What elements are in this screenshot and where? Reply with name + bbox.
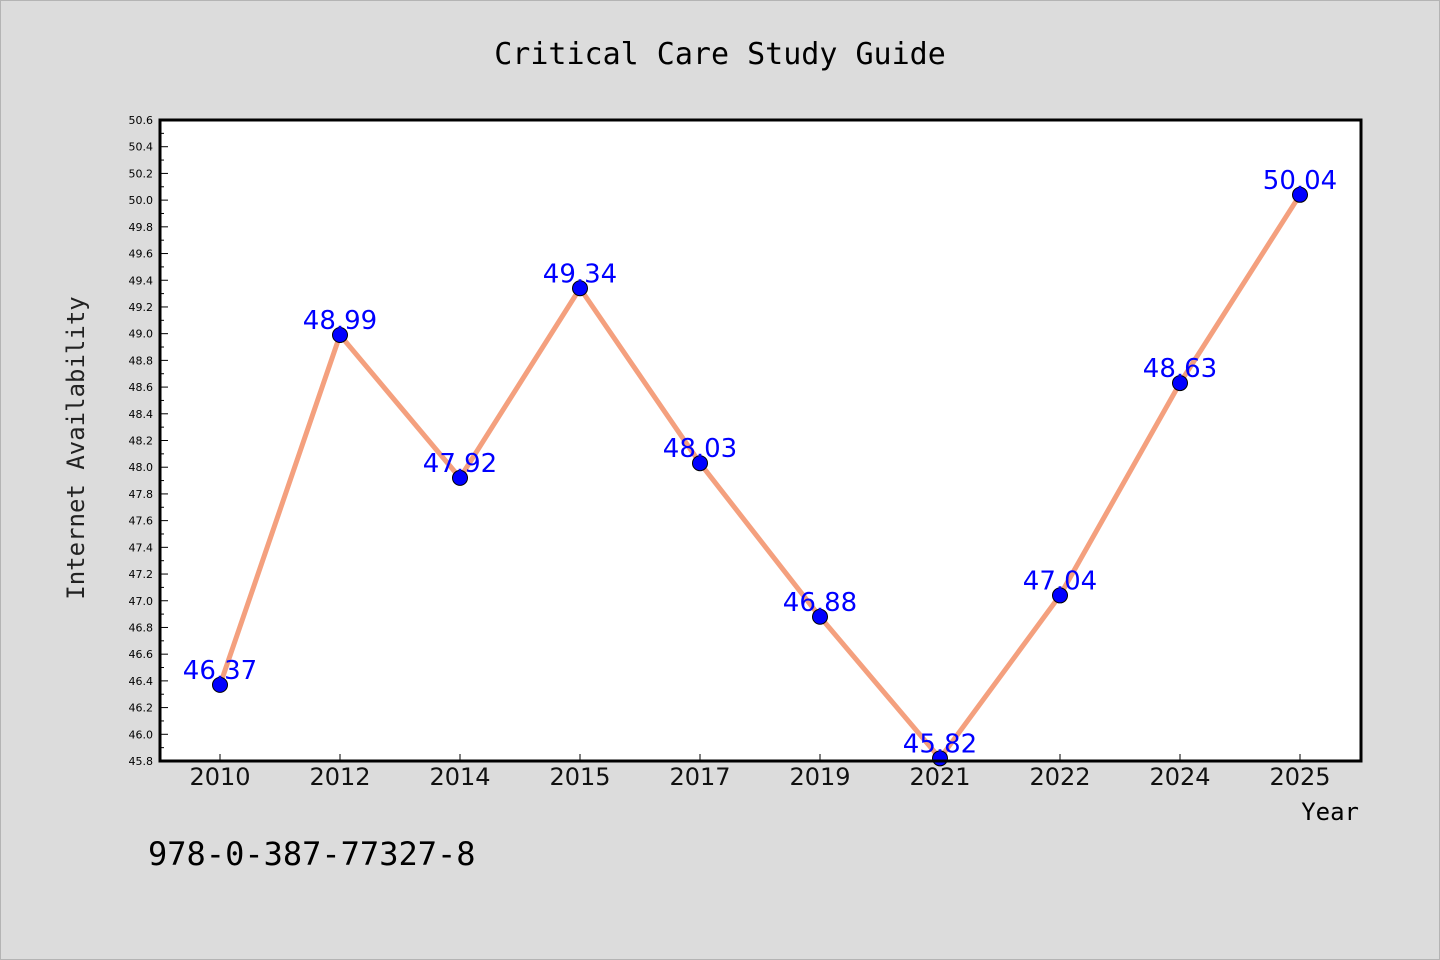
x-tick-label: 2014 [429, 763, 490, 791]
x-axis: 2010 2012 2014 2015 2017 2019 2021 2022 2024 2025 [189, 754, 1331, 791]
x-tick-label: 2017 [669, 763, 730, 791]
y-axis: 45.8 46.0 46.2 46.4 46.6 46.8 47.0 47.2 47.4 47.6… [129, 114, 168, 768]
y-tick-label: 50.4 [129, 141, 154, 154]
y-tick-label: 47.0 [129, 595, 154, 608]
x-tick-label: 2015 [549, 763, 610, 791]
y-tick-label: 49.0 [129, 328, 154, 341]
y-tick-label: 49.6 [129, 248, 154, 261]
data-label: 47.04 [1023, 566, 1097, 596]
data-label: 48.03 [663, 434, 737, 464]
y-tick-label: 48.0 [129, 461, 154, 474]
y-tick-label: 48.2 [129, 435, 154, 448]
y-tick-label: 47.4 [129, 541, 154, 554]
data-label: 46.88 [783, 588, 857, 618]
x-axis-label: Year [1301, 798, 1359, 826]
data-label: 45.82 [903, 729, 977, 759]
data-point-marker [692, 455, 708, 472]
data-point-marker [212, 676, 228, 693]
plot-area [160, 120, 1361, 761]
y-tick-label: 50.6 [129, 114, 154, 127]
y-tick-label: 46.8 [129, 621, 154, 634]
y-tick-label: 47.6 [129, 515, 154, 528]
y-tick-label: 46.6 [129, 648, 154, 661]
isbn-text: 978-0-387-77327-8 [148, 835, 476, 873]
data-point-marker [1052, 587, 1068, 604]
y-tick-label: 49.2 [129, 301, 154, 314]
x-tick-label: 2021 [909, 763, 970, 791]
y-tick-label: 46.4 [129, 675, 154, 688]
data-point-marker [452, 469, 468, 486]
x-tick-label: 2025 [1269, 763, 1330, 791]
data-label: 50.04 [1263, 166, 1337, 196]
series-line [217, 193, 1303, 763]
data-point-marker [572, 280, 588, 297]
y-tick-label: 46.2 [129, 702, 154, 715]
data-point-marker [812, 608, 828, 625]
y-tick-label: 48.6 [129, 381, 154, 394]
y-tick-label: 49.4 [129, 274, 154, 287]
x-tick-label: 2022 [1029, 763, 1090, 791]
data-label: 49.34 [543, 259, 617, 289]
y-tick-label: 47.2 [129, 568, 154, 581]
data-label: 46.37 [183, 656, 257, 686]
y-tick-label: 46.0 [129, 728, 154, 741]
x-tick-label: 2019 [789, 763, 850, 791]
y-tick-label: 48.8 [129, 354, 154, 367]
y-tick-label: 48.4 [129, 408, 154, 421]
data-label: 47.92 [423, 449, 497, 479]
y-tick-label: 45.8 [129, 755, 154, 768]
y-tick-label: 50.0 [129, 194, 154, 207]
y-tick-label: 50.2 [129, 167, 154, 180]
chart-title: Critical Care Study Guide [494, 37, 946, 72]
x-tick-label: 2010 [189, 763, 250, 791]
x-tick-label: 2024 [1149, 763, 1210, 791]
y-tick-label: 47.8 [129, 488, 154, 501]
series-layer: 46.37 48.99 47.92 49.34 48.03 46.88 45.82 47.04… [183, 166, 1337, 767]
data-point-marker [332, 327, 348, 344]
x-tick-label: 2012 [309, 763, 370, 791]
y-tick-label: 49.8 [129, 221, 154, 234]
data-label: 48.63 [1143, 354, 1217, 384]
plot-border [158, 118, 1363, 763]
y-axis-label: Internet Availability [62, 296, 90, 599]
data-point-marker [1292, 186, 1308, 203]
data-point-marker [1172, 375, 1188, 392]
data-label: 48.99 [303, 306, 377, 336]
